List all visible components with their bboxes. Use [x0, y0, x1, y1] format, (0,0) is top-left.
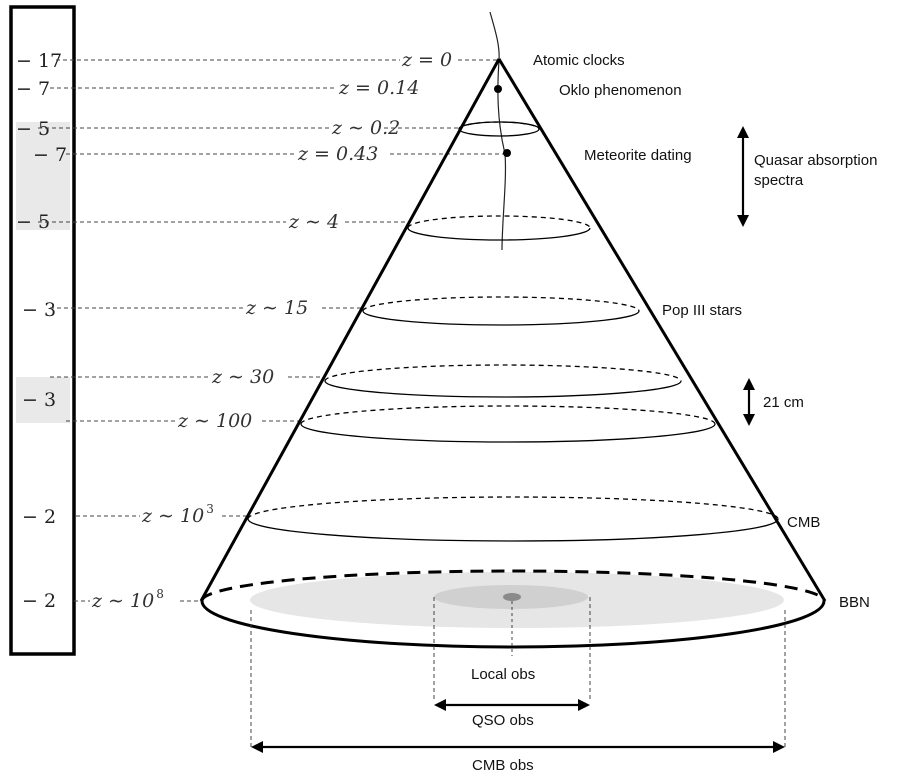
scale-label-9: − 2: [22, 590, 56, 612]
label-meteorite: Meteorite dating: [584, 147, 692, 164]
ring-z02-back: [458, 121, 540, 130]
label-cmb-obs: CMB obs: [472, 757, 534, 774]
scale-label-2: − 7: [16, 78, 50, 100]
ring-z4-front: [407, 227, 591, 241]
label-quasar-line1: Quasar absorption: [754, 152, 877, 169]
cmb-obs-arrow: [251, 741, 785, 753]
ring-z15-back: [362, 296, 640, 312]
label-qso-obs: QSO obs: [472, 712, 534, 729]
scale-band-quasar: [16, 122, 70, 230]
redshift-label-z0: z = 0: [401, 49, 452, 71]
scale-label-7: − 3: [22, 389, 56, 411]
scale-label-4: − 7: [33, 144, 67, 166]
ring-z1e3-back: [247, 496, 779, 520]
ring-z4-back: [407, 215, 591, 229]
scale-column-frame: [9, 5, 76, 656]
redshift-label-z014: z = 0.14: [338, 77, 419, 99]
redshift-label-z30: z ∼ 30: [211, 366, 274, 388]
scale-band-21cm: [16, 377, 70, 423]
scale-label-3: − 5: [16, 118, 50, 140]
scale-label-1: − 17: [16, 50, 62, 72]
ring-z15-front: [362, 310, 640, 326]
label-21cm: 21 cm: [763, 394, 804, 411]
redshift-label-z1e3: z ∼ 10 3: [141, 502, 214, 527]
ring-z30-front: [324, 380, 682, 398]
label-cmb: CMB: [787, 514, 820, 531]
qso-obs-arrow: [434, 699, 590, 711]
label-local-obs: Local obs: [471, 666, 535, 683]
local-observation-spot: [503, 593, 521, 601]
cone-left-edge: [199, 58, 501, 602]
redshift-label-z043: z = 0.43: [297, 143, 378, 165]
redshift-label-z02: z ∼ 0.2: [331, 117, 400, 139]
redshift-label-z1e8: z ∼ 10 8: [91, 587, 164, 612]
label-oklo: Oklo phenomenon: [559, 82, 682, 99]
ring-z1e3-front: [247, 518, 779, 542]
cone-right-edge: [497, 58, 827, 602]
ring-z100-front: [300, 423, 716, 443]
base-ring-front: [200, 600, 826, 649]
21cm-range-arrow: [743, 378, 755, 426]
quasar-range-arrow: [737, 126, 749, 227]
redshift-label-z15: z ∼ 15: [245, 297, 308, 319]
label-atomic-clocks: Atomic clocks: [533, 52, 625, 69]
base-ring-back: [200, 569, 826, 602]
oklo-point: [494, 85, 502, 93]
label-quasar-line2: spectra: [754, 172, 804, 189]
scale-label-6: − 3: [22, 299, 56, 321]
worldline: [489, 11, 507, 251]
meteorite-point: [503, 149, 511, 157]
ring-z30-back: [324, 364, 682, 382]
redshift-label-z4: z ∼ 4: [288, 211, 339, 233]
scale-label-8: − 2: [22, 506, 56, 528]
label-bbn: BBN: [839, 594, 870, 611]
redshift-label-z100: z ∼ 100: [177, 410, 252, 432]
label-pop3: Pop III stars: [662, 302, 742, 319]
scale-label-5: − 5: [16, 211, 50, 233]
ring-z100-back: [300, 405, 716, 425]
